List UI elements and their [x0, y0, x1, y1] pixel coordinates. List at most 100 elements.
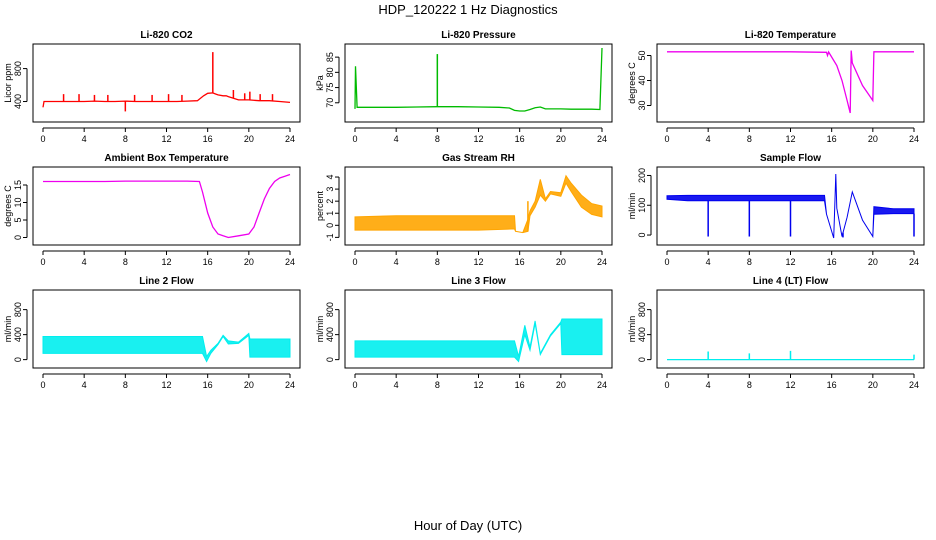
x-tick-label: 8 [747, 134, 752, 144]
x-tick-label: 0 [664, 380, 669, 390]
chart-title: Li-820 CO2 [140, 30, 193, 41]
x-tick-label: 12 [473, 134, 483, 144]
x-tick-label: 16 [827, 134, 837, 144]
y-tick-label: 0 [325, 357, 335, 362]
x-tick-label: 24 [597, 257, 607, 267]
series-line [354, 47, 603, 112]
chart-panel-2: Li-820 Pressure 0 4 8 12 16 20 24 70 75 80 85 kPa [315, 30, 613, 144]
x-tick-label: 0 [352, 380, 357, 390]
x-tick-label: 4 [394, 134, 399, 144]
series-line [43, 173, 291, 239]
y-axis-label: kPa [315, 75, 325, 91]
x-tick-label: 24 [909, 380, 919, 390]
x-tick-label: 20 [868, 257, 878, 267]
x-tick-label: 0 [40, 134, 45, 144]
x-tick-label: 8 [123, 257, 128, 267]
series-line [667, 50, 914, 114]
x-tick-label: 0 [40, 257, 45, 267]
y-axis-label: percent [315, 190, 325, 221]
y-tick-label: 75 [325, 83, 335, 93]
x-tick-label: 4 [82, 380, 87, 390]
x-tick-label: 4 [706, 257, 711, 267]
y-tick-label: 100 [637, 198, 647, 213]
x-tick-label: 4 [82, 134, 87, 144]
plot-frame [32, 43, 301, 123]
chart-title: Gas Stream RH [442, 153, 515, 164]
x-tick-label: 12 [473, 257, 483, 267]
plot-frame [32, 166, 301, 246]
x-tick-label: 12 [785, 257, 795, 267]
x-tick-label: 20 [556, 257, 566, 267]
y-tick-label: 15 [13, 180, 23, 190]
plot-area [354, 47, 603, 112]
x-tick-label: 4 [394, 380, 399, 390]
x-tick-label: 20 [868, 134, 878, 144]
y-tick-label: 0 [325, 223, 335, 228]
chart-title: Line 4 (LT) Flow [753, 276, 829, 287]
plot-area [667, 350, 915, 361]
plot-area [43, 173, 291, 239]
y-tick-label: 200 [637, 168, 647, 183]
x-tick-label: 24 [909, 257, 919, 267]
y-axis-label: ml/min [627, 193, 637, 220]
chart-title: Li-820 Temperature [745, 30, 837, 41]
plot-area [667, 50, 914, 114]
x-tick-label: 8 [435, 380, 440, 390]
x-tick-label: 24 [285, 257, 295, 267]
x-tick-label: 12 [473, 380, 483, 390]
x-tick-label: 20 [868, 380, 878, 390]
x-tick-label: 12 [161, 257, 171, 267]
chart-title: Li-820 Pressure [441, 30, 516, 41]
y-axis-label: ml/min [627, 316, 637, 343]
x-tick-label: 8 [123, 380, 128, 390]
x-tick-label: 8 [435, 257, 440, 267]
x-tick-label: 16 [827, 380, 837, 390]
plot-area [354, 318, 603, 363]
x-tick-label: 16 [203, 380, 213, 390]
x-tick-label: 20 [244, 380, 254, 390]
x-tick-label: 4 [394, 257, 399, 267]
x-tick-label: 20 [244, 134, 254, 144]
x-tick-label: 0 [40, 380, 45, 390]
y-tick-label: -1 [325, 233, 335, 241]
plot-frame [344, 166, 613, 246]
plot-frame [656, 289, 925, 369]
y-tick-label: 800 [637, 302, 647, 317]
y-axis-label: ml/min [3, 316, 13, 343]
chart-title: Ambient Box Temperature [104, 153, 229, 164]
x-tick-label: 4 [706, 134, 711, 144]
series-line [42, 92, 291, 108]
y-tick-label: 4 [325, 175, 335, 180]
plot-area [42, 52, 291, 112]
plot-area [666, 173, 915, 239]
x-tick-label: 16 [515, 380, 525, 390]
y-tick-label: 2 [325, 199, 335, 204]
x-tick-label: 24 [597, 380, 607, 390]
x-tick-label: 20 [244, 257, 254, 267]
y-tick-label: 400 [13, 327, 23, 342]
y-tick-label: 0 [637, 357, 647, 362]
y-axis-label: ml/min [315, 316, 325, 343]
y-tick-label: 1 [325, 211, 335, 216]
y-tick-label: 50 [637, 50, 647, 60]
x-axis-label: Hour of Day (UTC) [413, 518, 523, 533]
x-tick-label: 0 [352, 134, 357, 144]
y-axis-label: degrees C [3, 185, 13, 227]
x-tick-label: 24 [597, 134, 607, 144]
y-tick-label: 30 [637, 100, 647, 110]
y-tick-label: 400 [325, 327, 335, 342]
y-tick-label: 800 [325, 302, 335, 317]
y-tick-label: 0 [13, 235, 23, 240]
x-tick-label: 8 [747, 380, 752, 390]
x-tick-label: 24 [285, 380, 295, 390]
x-tick-label: 20 [556, 134, 566, 144]
x-tick-label: 12 [785, 380, 795, 390]
x-tick-label: 12 [161, 380, 171, 390]
x-tick-label: 8 [747, 257, 752, 267]
